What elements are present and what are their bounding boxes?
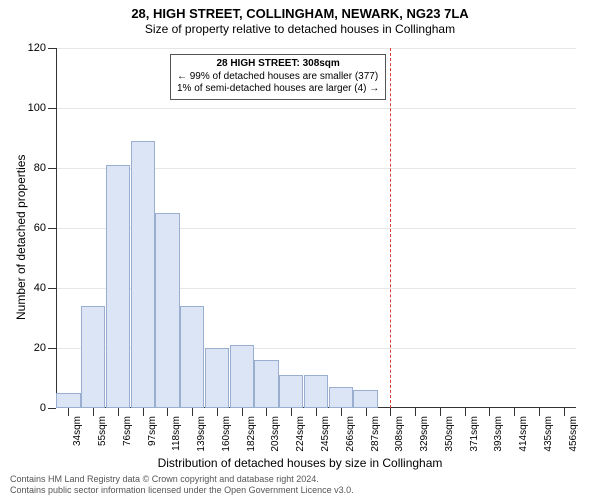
x-tick xyxy=(167,408,168,416)
x-tick xyxy=(366,408,367,416)
x-tick-label: 34sqm xyxy=(72,416,83,446)
histogram-bar xyxy=(304,375,328,408)
x-tick xyxy=(118,408,119,416)
footer: Contains HM Land Registry data © Crown c… xyxy=(10,474,354,496)
histogram-bar xyxy=(353,390,377,408)
y-tick-label: 20 xyxy=(34,342,46,354)
x-tick-label: 139sqm xyxy=(196,416,207,452)
annotation-title: 28 HIGH STREET: 308sqm xyxy=(177,58,379,71)
histogram-bar xyxy=(230,345,254,408)
x-tick xyxy=(192,408,193,416)
x-tick-label: 118sqm xyxy=(171,416,182,451)
footer-line2: Contains public sector information licen… xyxy=(10,485,354,496)
y-tick-label: 100 xyxy=(28,102,46,114)
y-tick xyxy=(48,408,56,409)
x-tick-label: 393sqm xyxy=(493,416,504,452)
histogram-bar xyxy=(106,165,130,408)
histogram-bar xyxy=(329,387,353,408)
title-subtitle: Size of property relative to detached ho… xyxy=(0,22,600,36)
annotation-line-smaller: ← 99% of detached houses are smaller (37… xyxy=(177,71,379,84)
y-tick xyxy=(48,108,56,109)
x-tick xyxy=(539,408,540,416)
y-tick xyxy=(48,168,56,169)
chart-container: 28, HIGH STREET, COLLINGHAM, NEWARK, NG2… xyxy=(0,0,600,500)
plot-area: 02040608010012034sqm55sqm76sqm97sqm118sq… xyxy=(56,48,576,408)
histogram-bar xyxy=(56,393,80,408)
annotation-box: 28 HIGH STREET: 308sqm← 99% of detached … xyxy=(170,54,386,100)
x-tick-label: 97sqm xyxy=(147,416,158,446)
histogram-bar xyxy=(131,141,155,408)
x-tick xyxy=(68,408,69,416)
x-tick xyxy=(341,408,342,416)
x-tick xyxy=(564,408,565,416)
x-tick xyxy=(415,408,416,416)
grid-line xyxy=(56,48,576,49)
histogram-bar xyxy=(81,306,105,408)
x-tick-label: 203sqm xyxy=(270,416,281,452)
x-axis-title: Distribution of detached houses by size … xyxy=(0,456,600,470)
x-tick xyxy=(266,408,267,416)
footer-line1: Contains HM Land Registry data © Crown c… xyxy=(10,474,354,485)
title-block: 28, HIGH STREET, COLLINGHAM, NEWARK, NG2… xyxy=(0,0,600,36)
x-tick-label: 160sqm xyxy=(221,416,232,452)
property-marker-line xyxy=(390,48,391,408)
y-tick xyxy=(48,288,56,289)
y-tick xyxy=(48,48,56,49)
x-tick xyxy=(390,408,391,416)
x-tick-label: 287sqm xyxy=(370,416,381,452)
y-tick-label: 60 xyxy=(34,222,46,234)
histogram-bar xyxy=(254,360,278,408)
x-tick xyxy=(242,408,243,416)
y-tick-label: 80 xyxy=(34,162,46,174)
title-address: 28, HIGH STREET, COLLINGHAM, NEWARK, NG2… xyxy=(0,6,600,21)
x-tick-label: 266sqm xyxy=(345,416,356,452)
x-tick xyxy=(465,408,466,416)
histogram-bar xyxy=(155,213,179,408)
x-tick xyxy=(291,408,292,416)
x-tick xyxy=(217,408,218,416)
x-tick-label: 224sqm xyxy=(295,416,306,452)
annotation-line-larger: 1% of semi-detached houses are larger (4… xyxy=(177,83,379,96)
y-tick-label: 120 xyxy=(28,42,46,54)
histogram-bar xyxy=(180,306,204,408)
x-tick-label: 308sqm xyxy=(394,416,405,452)
x-tick-label: 55sqm xyxy=(97,416,108,446)
x-tick-label: 76sqm xyxy=(122,416,133,446)
x-tick xyxy=(514,408,515,416)
x-tick-label: 435sqm xyxy=(543,416,554,452)
y-tick xyxy=(48,348,56,349)
y-tick xyxy=(48,228,56,229)
histogram-bar xyxy=(279,375,303,408)
x-tick-label: 182sqm xyxy=(246,416,257,452)
y-tick-label: 40 xyxy=(34,282,46,294)
x-tick-label: 350sqm xyxy=(444,416,455,452)
x-tick xyxy=(316,408,317,416)
y-tick-label: 0 xyxy=(40,402,46,414)
x-tick-label: 371sqm xyxy=(469,416,480,452)
x-tick-label: 414sqm xyxy=(518,416,529,452)
histogram-bar xyxy=(205,348,229,408)
grid-line xyxy=(56,108,576,109)
x-tick xyxy=(93,408,94,416)
x-tick-label: 245sqm xyxy=(320,416,331,452)
x-tick xyxy=(143,408,144,416)
x-tick xyxy=(440,408,441,416)
x-tick xyxy=(489,408,490,416)
x-tick-label: 329sqm xyxy=(419,416,430,452)
x-tick-label: 456sqm xyxy=(568,416,579,452)
y-axis-title: Number of detached properties xyxy=(14,155,28,320)
